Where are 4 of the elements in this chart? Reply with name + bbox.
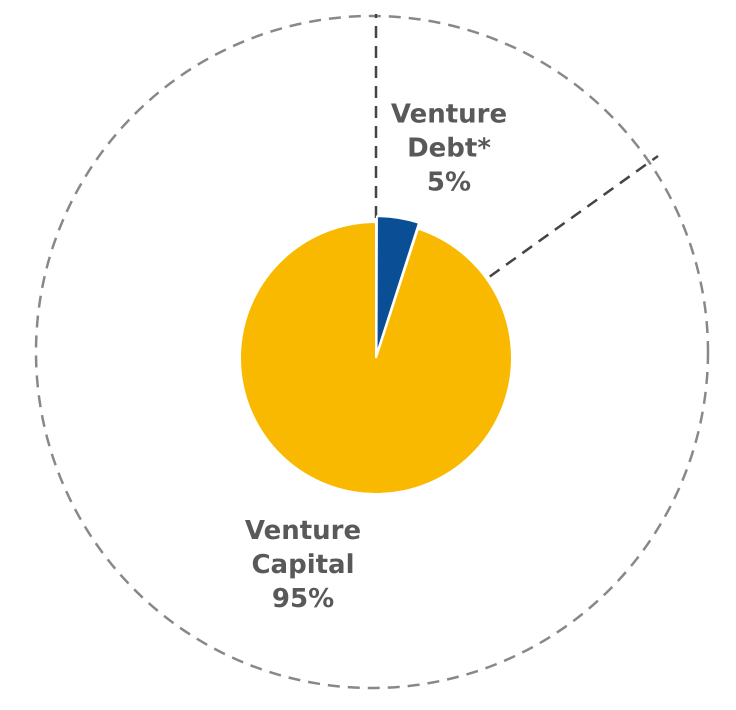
slice-label: Venture Debt* (390, 99, 508, 164)
data-label: 5% (426, 167, 472, 198)
data-label: 95% (272, 584, 334, 614)
slice-label: Venture Capital (244, 516, 362, 580)
